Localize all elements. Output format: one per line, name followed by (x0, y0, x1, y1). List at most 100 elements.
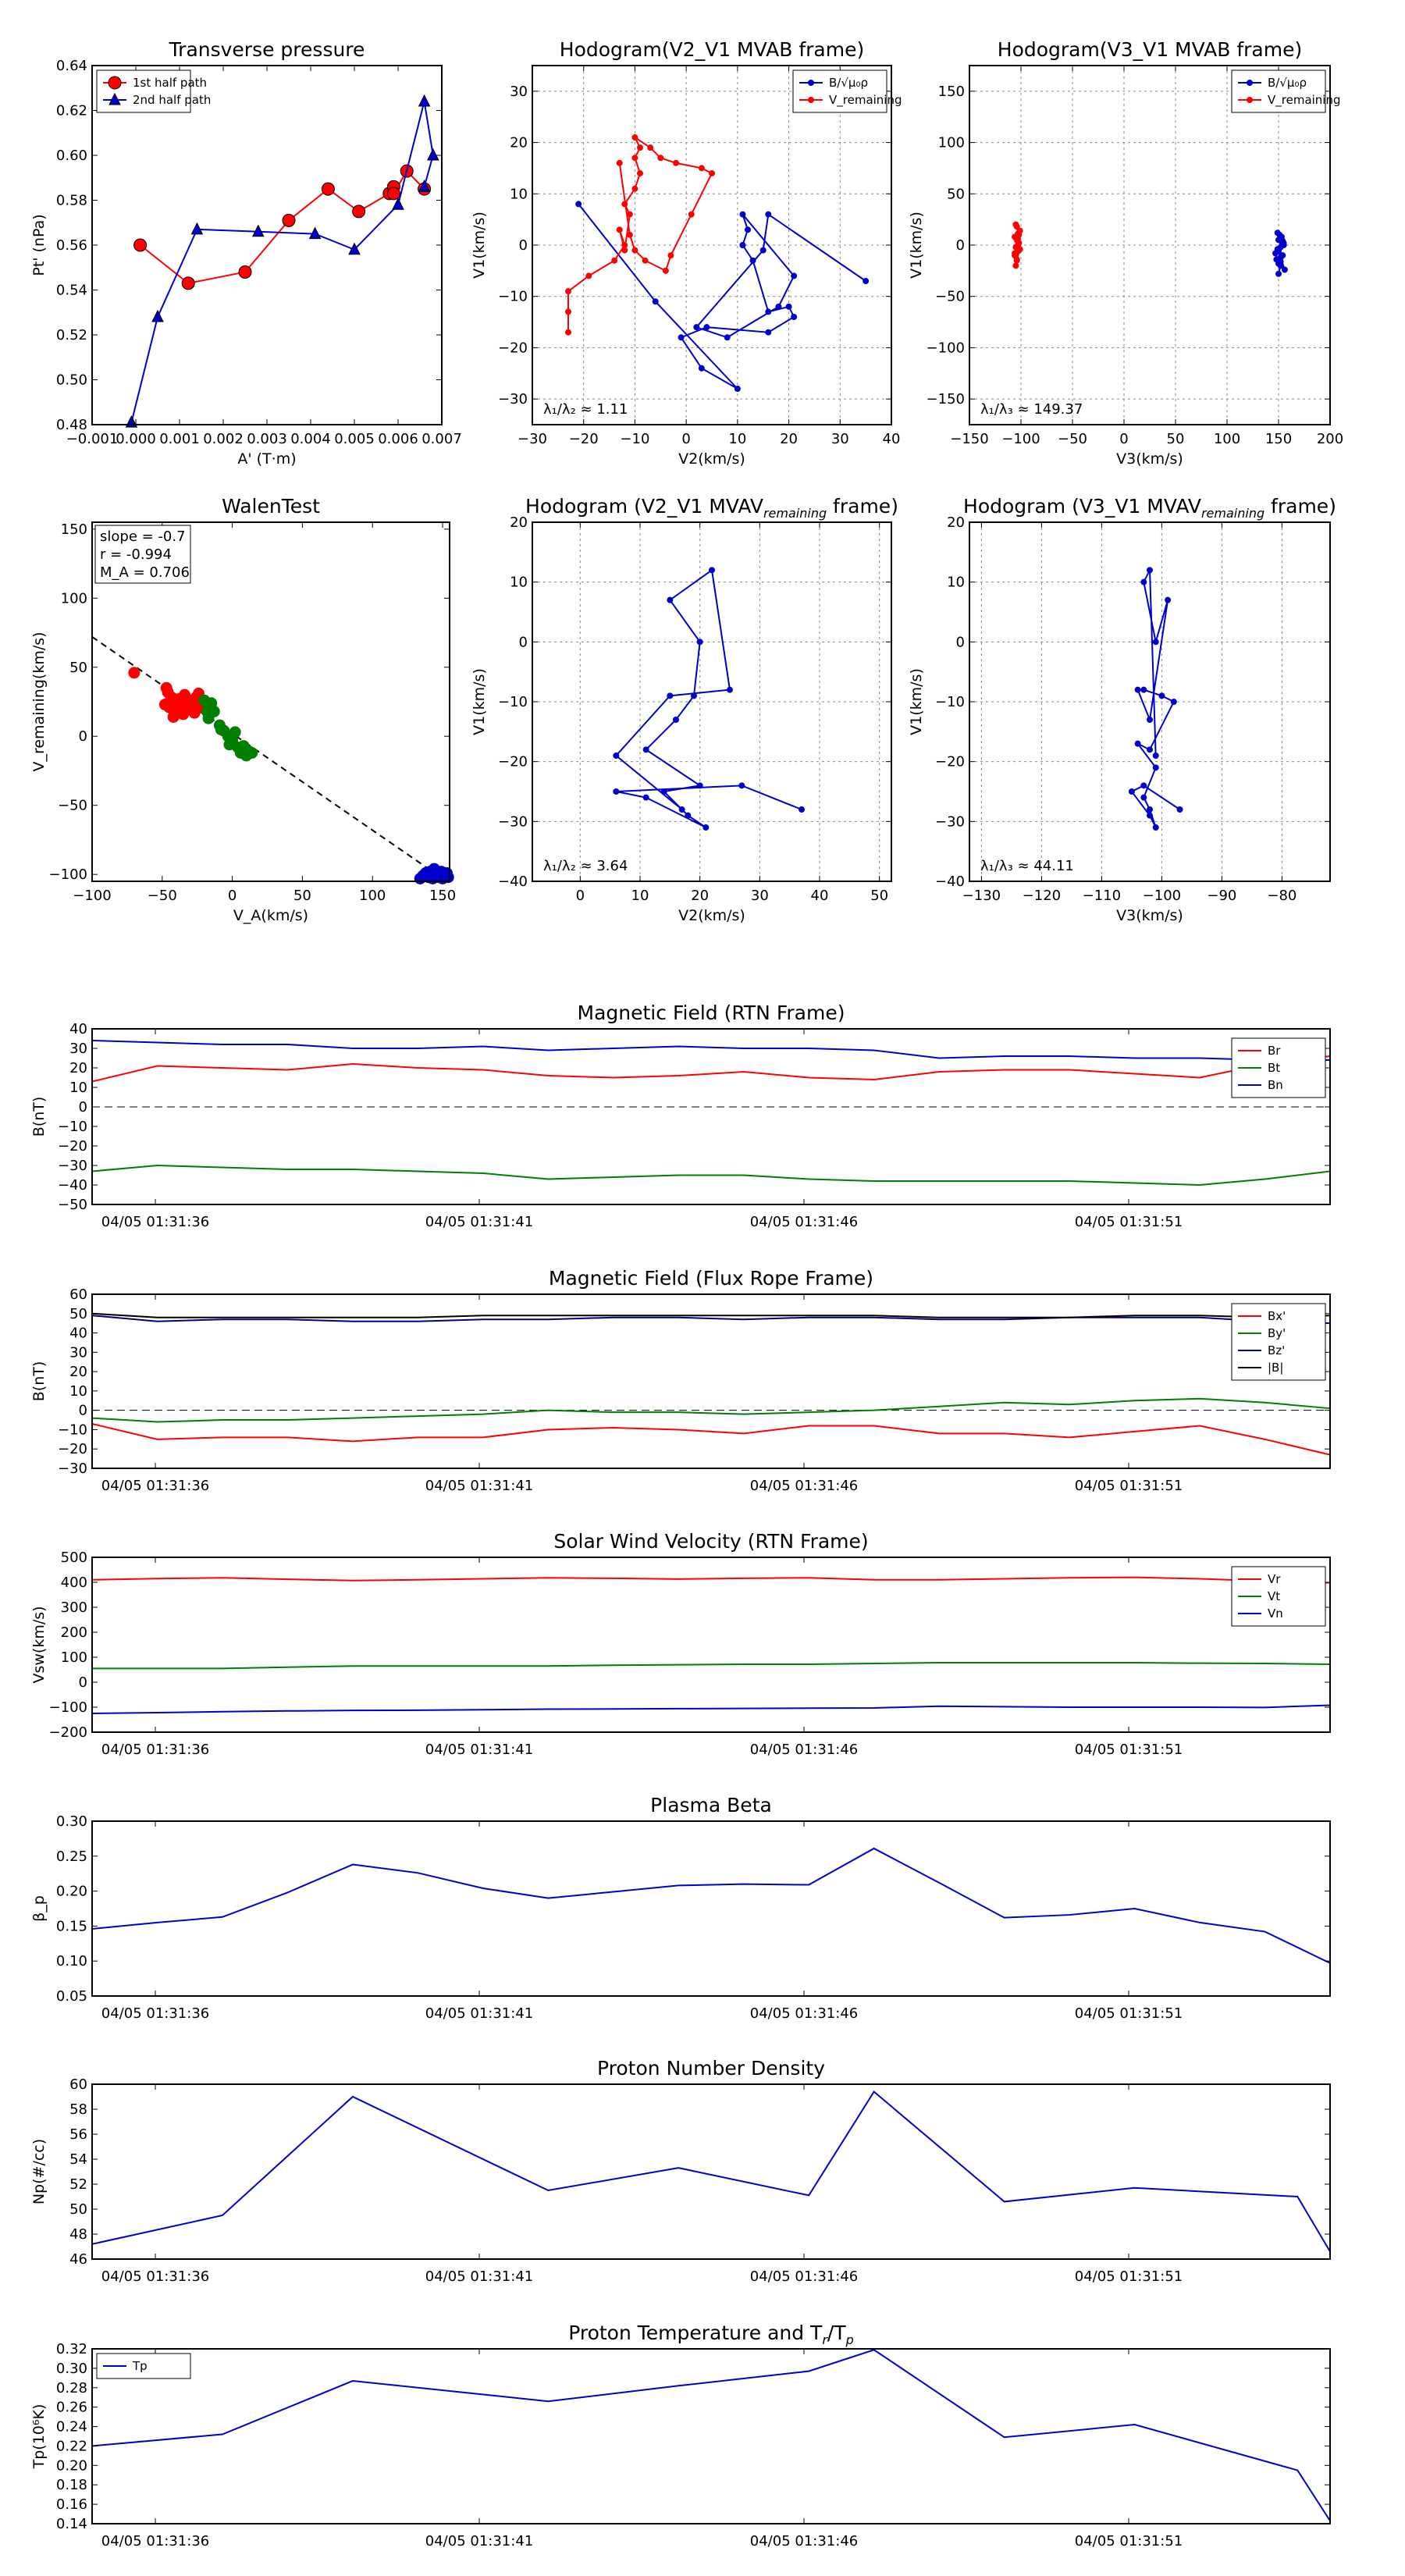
legend-label: 2nd half path (133, 93, 211, 107)
chart-title: Hodogram(V2_V1 MVAB frame) (560, 38, 864, 61)
y-tick-label: 20 (69, 1364, 87, 1380)
y-tick-label: 0.64 (56, 58, 87, 74)
chart-mag_rtn: −50 −40 −30 −20 −10 0 10 20 30 40 04/05 01:31:36 04… (30, 1002, 1331, 1230)
data-point (1176, 806, 1183, 813)
y-tick-label: −20 (58, 1441, 87, 1457)
plot-area (532, 522, 891, 881)
x-tick-label: 04/05 01:31:41 (425, 1214, 533, 1230)
chart-title: Plasma Beta (650, 1794, 772, 1816)
y-axis-label: V_remaining(km/s) (30, 632, 48, 771)
x-tick-label: −0.001 (66, 431, 119, 447)
chart-walen: −100 −50 0 50 100 150 −100 −50 0 50 100 150 WalenTes… (30, 495, 456, 924)
data-point (621, 201, 628, 208)
data-point (1279, 237, 1286, 244)
x-tick-label: 04/05 01:31:36 (101, 1214, 209, 1230)
data-point (626, 211, 633, 218)
x-tick-label: 100 (1214, 431, 1240, 447)
y-tick-label: −50 (935, 289, 965, 305)
y-tick-label: 52 (69, 2176, 87, 2193)
x-tick-label: −50 (1058, 431, 1087, 447)
y-tick-label: 100 (938, 135, 965, 151)
legend-label: Vt (1268, 1589, 1280, 1603)
data-point (1281, 266, 1288, 273)
data-point (745, 226, 751, 233)
data-point (1140, 578, 1147, 585)
y-tick-label: 0.30 (56, 2361, 87, 2377)
chart-tp: 0.14 0.16 0.18 0.20 0.22 0.24 0.26 0.28 0.30 0.32… (30, 2322, 1331, 2549)
y-tick-label: 0.14 (56, 2516, 87, 2532)
y-axis-label: Np(#/cc) (30, 2139, 48, 2204)
x-tick-label: 0.003 (247, 431, 287, 447)
data-point (585, 272, 592, 279)
x-axis-label: V2(km/s) (678, 907, 745, 924)
y-tick-label: 400 (61, 1574, 87, 1591)
x-tick-label: 04/05 01:31:36 (101, 2533, 209, 2549)
data-point (660, 788, 667, 795)
data-point (1152, 639, 1159, 646)
data-point (1012, 221, 1019, 228)
series-line (91, 1576, 1331, 1584)
data-point (642, 257, 649, 264)
y-tick-label: −10 (935, 694, 965, 710)
chart-title: Magnetic Field (Flux Rope Frame) (549, 1267, 873, 1290)
y-axis-label: V1(km/s) (908, 212, 925, 279)
data-point (673, 159, 679, 166)
data-point (1134, 686, 1141, 693)
x-tick-label: 150 (1265, 431, 1292, 447)
y-tick-label: 0.30 (56, 1813, 87, 1830)
data-point (703, 324, 710, 331)
y-tick-label: 0.56 (56, 237, 87, 254)
x-tick-label: −100 (73, 888, 111, 904)
data-point (739, 211, 746, 218)
data-point (128, 667, 140, 679)
data-point (759, 247, 767, 254)
legend-label: Tp (132, 2359, 148, 2373)
series-line (92, 1662, 1331, 1670)
y-tick-label: −20 (498, 754, 528, 770)
x-tick-label: 04/05 01:31:46 (750, 2005, 858, 2022)
data-point (190, 222, 204, 235)
data-point (613, 753, 620, 759)
data-point (1158, 692, 1165, 699)
y-tick-label: 20 (947, 514, 965, 531)
data-point (1152, 753, 1159, 759)
x-tick-label: 04/05 01:31:41 (425, 2268, 533, 2285)
x-tick-label: 50 (1167, 431, 1185, 447)
data-point (616, 159, 623, 166)
y-tick-label: 50 (69, 1306, 87, 1322)
chart-title: Proton Number Density (597, 2057, 825, 2080)
y-tick-label: 30 (510, 84, 528, 100)
y-tick-label: 20 (69, 1060, 87, 1076)
y-axis-label: Pt' (nPa) (30, 214, 48, 276)
plot-frame (91, 65, 443, 425)
data-point (702, 824, 710, 831)
y-tick-label: 0 (519, 634, 528, 650)
legend-label: |B| (1268, 1361, 1283, 1375)
chart-mag_fr: −30 −20 −10 0 10 20 30 40 50 60 04/05 01:31:36 04/0… (30, 1267, 1331, 1494)
data-point (352, 205, 366, 219)
data-point (1140, 686, 1147, 693)
y-tick-label: 0.60 (56, 148, 87, 164)
data-point (1015, 236, 1022, 243)
data-point (348, 242, 361, 255)
data-point (727, 686, 733, 693)
fit-line (91, 636, 450, 884)
x-tick-label: 04/05 01:31:46 (750, 2533, 858, 2549)
y-tick-label: 20 (510, 514, 528, 531)
data-point (1277, 258, 1284, 265)
data-point (181, 276, 195, 290)
x-axis-label: V3(km/s) (1116, 450, 1183, 468)
y-tick-label: 40 (69, 1021, 87, 1037)
data-point (685, 812, 692, 819)
chart-title: Transverse pressure (169, 38, 365, 61)
data-point (1134, 740, 1141, 747)
series-line (614, 568, 802, 828)
x-tick-label: 0 (1119, 431, 1128, 447)
x-tick-label: −100 (1001, 431, 1040, 447)
y-tick-label: −40 (935, 873, 965, 890)
data-point (1274, 246, 1281, 253)
y-tick-label: 150 (61, 521, 87, 538)
data-point (791, 314, 798, 320)
